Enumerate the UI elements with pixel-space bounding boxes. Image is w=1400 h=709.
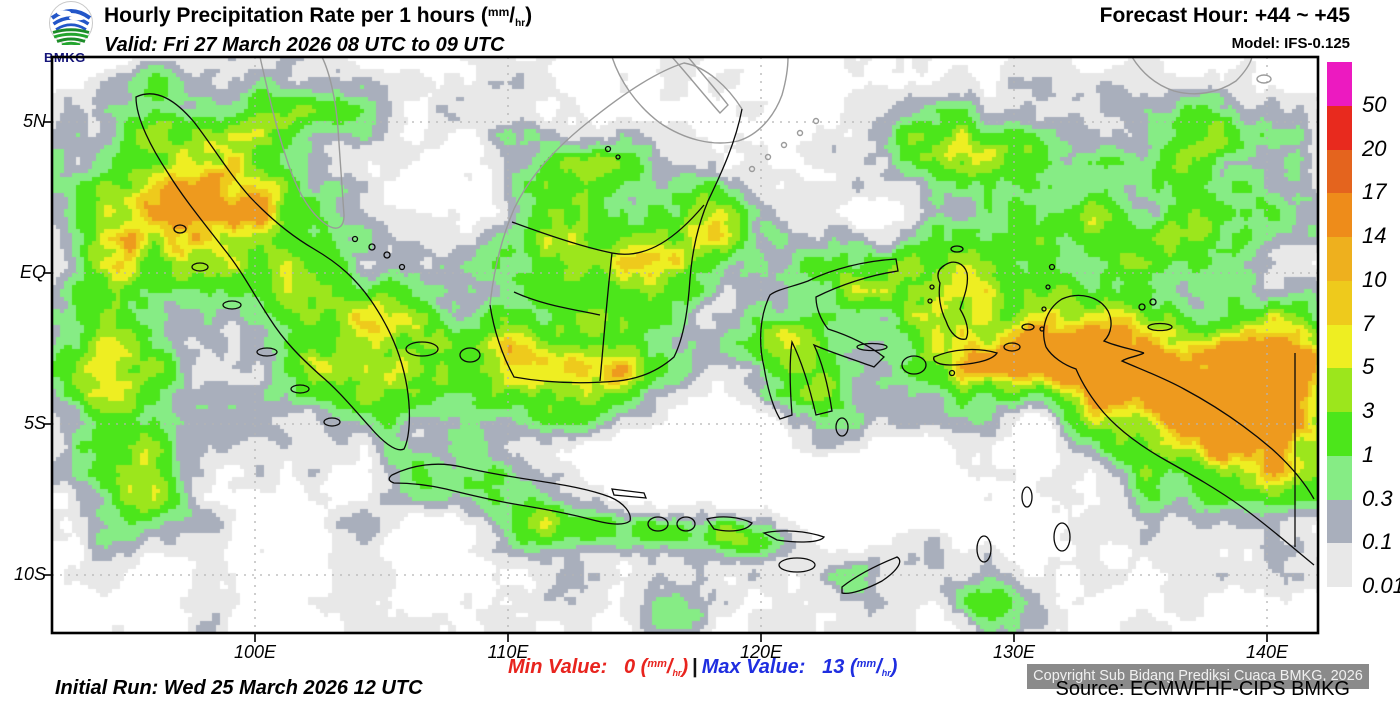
colorbar-segment xyxy=(1327,499,1352,544)
title-text: Hourly Precipitation Rate per 1 hours ( xyxy=(104,4,488,27)
title-close: ) xyxy=(525,4,533,27)
gridlines xyxy=(52,57,1318,633)
precipitation-field xyxy=(52,57,1318,633)
title-unit-sup: mm xyxy=(487,5,510,19)
valid-time: Valid: Fri 27 March 2026 08 UTC to 09 UT… xyxy=(104,34,505,56)
forecast-hour: Forecast Hour: +44 ~ +45 xyxy=(1099,4,1350,27)
source: Source: ECMWFHF-CIPS BMKG xyxy=(1055,678,1350,700)
axis-tick-marks xyxy=(43,121,1268,642)
map-overlay xyxy=(43,55,1320,642)
min-value-label: Min Value: 0 (mm/hr) xyxy=(508,656,689,678)
max-value-label: Max Value: 13 (mm/hr) xyxy=(701,656,898,678)
colorbar-label: 5 xyxy=(1362,354,1375,380)
colorbar-segment xyxy=(1327,105,1352,150)
minmax-line: Min Value: 0 (mm/hr) | Max Value: 13 (mm/h… xyxy=(508,656,897,679)
colorbar-segment xyxy=(1327,237,1352,281)
title-unit-sub: hr xyxy=(515,18,526,29)
colorbar-segment xyxy=(1327,324,1352,369)
minmax-separator: | xyxy=(692,656,698,678)
colorbar-label: 0.3 xyxy=(1362,485,1393,511)
y-tick-label: EQ xyxy=(19,262,46,282)
x-tick-label: 120E xyxy=(739,642,783,662)
colorbar-label: 17 xyxy=(1362,179,1387,205)
x-tick-label: 130E xyxy=(992,642,1036,662)
y-tick-label: 5S xyxy=(23,413,46,433)
bmkg-logo-icon xyxy=(49,1,93,47)
page-title: Hourly Precipitation Rate per 1 hours (m… xyxy=(104,4,532,29)
colorbar-label: 50 xyxy=(1362,91,1387,117)
min-value: 0 xyxy=(623,656,636,678)
colorbar-label: 1 xyxy=(1362,441,1375,467)
model-name: Model: IFS-0.125 xyxy=(1231,35,1350,52)
copyright-bar: Copyright Sub Bidang Prediksi Cuaca BMKG… xyxy=(1027,664,1369,689)
y-tick-label: 5N xyxy=(22,111,46,131)
colorbar-label: 7 xyxy=(1362,310,1375,336)
initial-run: Initial Run: Wed 25 March 2026 12 UTC xyxy=(55,677,423,699)
colorbar-segment xyxy=(1327,368,1352,412)
x-tick-label: 110E xyxy=(487,642,529,662)
indonesia-coastlines xyxy=(135,93,1315,595)
y-tick-label: 10S xyxy=(13,564,46,584)
colorbar xyxy=(1327,62,1352,587)
colorbar-segment xyxy=(1327,543,1352,587)
header-right: Forecast Hour: +44 ~ +45 Model: IFS-0.12… xyxy=(1100,4,1350,52)
header-titles: Hourly Precipitation Rate per 1 hours (m… xyxy=(104,4,532,57)
colorbar-label: 20 xyxy=(1362,135,1387,161)
foreign-coastlines xyxy=(259,56,1272,306)
map-border xyxy=(50,55,1320,635)
colorbar-label: 0.01 xyxy=(1362,573,1400,598)
colorbar-label: 10 xyxy=(1362,266,1387,292)
colorbar-segment xyxy=(1327,193,1352,237)
max-value: 13 xyxy=(822,656,845,678)
x-tick-label: 100E xyxy=(233,642,277,662)
colorbar-segment xyxy=(1327,412,1352,456)
precipitation-map: Copyright Sub Bidang Prediksi Cuaca BMKG… xyxy=(43,55,1369,689)
title-unit-slash: / xyxy=(509,4,516,27)
colorbar-label: 3 xyxy=(1362,398,1375,423)
colorbar-segment xyxy=(1327,149,1352,194)
x-tick-label: 140E xyxy=(1245,642,1289,662)
colorbar-label: 14 xyxy=(1362,223,1387,248)
colorbar-segment xyxy=(1327,280,1352,325)
colorbar-label: 0.1 xyxy=(1362,529,1393,555)
colorbar-segment xyxy=(1327,455,1352,500)
colorbar-segment xyxy=(1327,62,1352,106)
